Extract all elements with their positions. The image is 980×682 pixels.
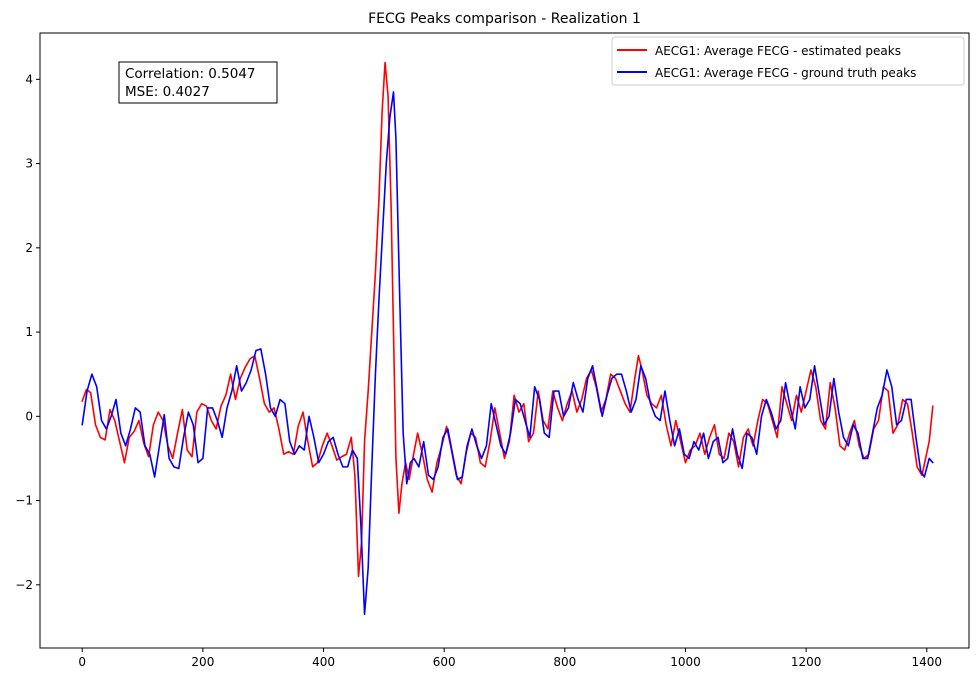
x-tick-label: 1200 <box>791 655 822 669</box>
x-tick-label: 0 <box>78 655 86 669</box>
y-tick-label: −2 <box>15 578 33 592</box>
y-tick-label: 4 <box>25 72 33 86</box>
x-tick-label: 600 <box>433 655 456 669</box>
series-line-ground-truth <box>81 91 934 616</box>
x-tick-label: 800 <box>553 655 576 669</box>
x-tick-label: 1400 <box>911 655 942 669</box>
y-tick-label: 2 <box>25 241 33 255</box>
y-axis: −2 −1 0 1 2 3 4 <box>15 72 40 592</box>
x-axis: 0 200 400 600 800 1000 1200 1400 <box>78 648 942 669</box>
x-tick-label: 200 <box>191 655 214 669</box>
y-tick-label: 1 <box>25 325 33 339</box>
y-tick-label: 3 <box>25 157 33 171</box>
chart-title: FECG Peaks comparison - Realization 1 <box>368 11 641 27</box>
y-tick-label: 0 <box>25 409 33 423</box>
x-tick-label: 400 <box>312 655 335 669</box>
annotation-frame <box>118 61 278 104</box>
plot-frame <box>39 32 970 649</box>
legend-label-estimated: AECG1: Average FECG - estimated peaks <box>655 44 901 58</box>
legend: AECG1: Average FECG - estimated peaks AE… <box>611 36 965 86</box>
mse-text: MSE: 0.4027 <box>125 84 210 100</box>
stats-annotation: Correlation: 0.5047 MSE: 0.4027 <box>118 61 278 104</box>
y-tick-label: −1 <box>15 494 33 508</box>
series-layer <box>81 61 934 616</box>
series-line-estimated <box>81 61 934 578</box>
plot-area <box>39 32 970 649</box>
x-tick-label: 1000 <box>670 655 701 669</box>
legend-label-ground-truth: AECG1: Average FECG - ground truth peaks <box>655 66 916 80</box>
correlation-text: Correlation: 0.5047 <box>125 66 256 82</box>
legend-frame <box>611 36 965 86</box>
